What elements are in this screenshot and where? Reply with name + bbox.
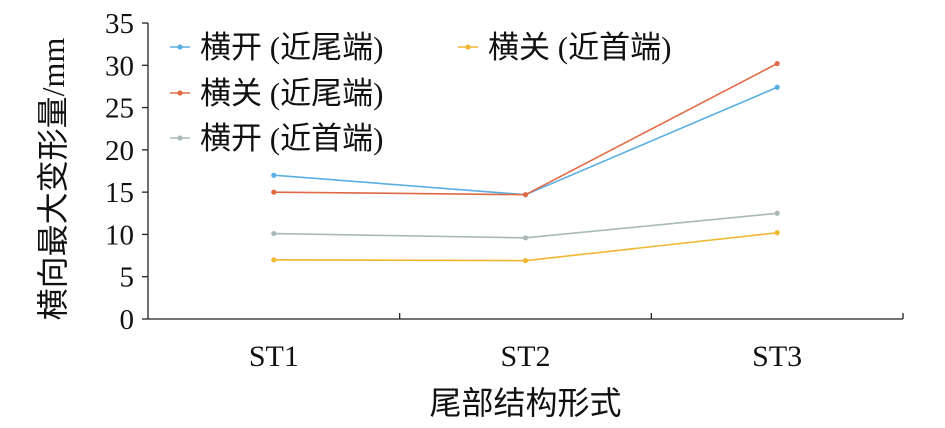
y-tick-label: 0 [120, 304, 135, 336]
legend-marker [465, 44, 471, 50]
x-ticks: ST1 ST2 ST3 [249, 313, 904, 373]
x-tick-label: ST2 [500, 340, 550, 373]
legend-item: 横开 (近尾端) [170, 30, 383, 65]
data-point [774, 210, 780, 216]
data-point [271, 257, 277, 263]
axes [147, 23, 903, 320]
data-point [271, 172, 277, 178]
series-layer [271, 60, 780, 264]
legend-label: 横关 (近尾端) [200, 76, 383, 111]
legend-label: 横开 (近首端) [200, 121, 383, 156]
legend-item: 横开 (近首端) [170, 121, 383, 156]
x-axis-title: 尾部结构形式 [429, 385, 621, 421]
data-point [522, 192, 529, 198]
legend-item: 横关 (近尾端) [170, 76, 383, 111]
series-line [273, 212, 778, 239]
data-point [271, 230, 277, 237]
legend-marker [177, 135, 183, 141]
y-tick-label: 25 [105, 93, 134, 125]
legend-label: 横开 (近尾端) [200, 30, 383, 65]
data-point [774, 84, 780, 90]
legend: 横开 (近尾端) 横关 (近尾端) 横开 (近首端) 横关 (近首端) [170, 30, 671, 156]
y-ticks: 0 5 10 15 20 25 30 35 [105, 8, 148, 336]
series-4 [271, 230, 780, 264]
series-2 [271, 60, 780, 198]
y-tick-label: 30 [105, 50, 134, 82]
y-tick-label: 10 [105, 219, 134, 251]
x-tick-label: ST3 [752, 340, 802, 373]
data-point [774, 230, 780, 236]
legend-marker [177, 44, 183, 50]
legend-label: 横关 (近首端) [488, 30, 671, 65]
series-3 [271, 210, 780, 241]
data-point [271, 189, 277, 195]
data-point [522, 258, 529, 264]
y-tick-label: 20 [105, 135, 134, 167]
data-point [774, 60, 780, 67]
x-tick-label: ST1 [249, 340, 299, 373]
legend-item: 横关 (近首端) [458, 30, 671, 65]
y-tick-label: 35 [105, 8, 134, 40]
legend-marker [177, 90, 183, 96]
y-tick-label: 15 [105, 177, 134, 209]
y-tick-label: 5 [120, 262, 135, 294]
y-axis-title: 横向最大变形量/mm [35, 38, 71, 321]
data-point [522, 235, 529, 241]
